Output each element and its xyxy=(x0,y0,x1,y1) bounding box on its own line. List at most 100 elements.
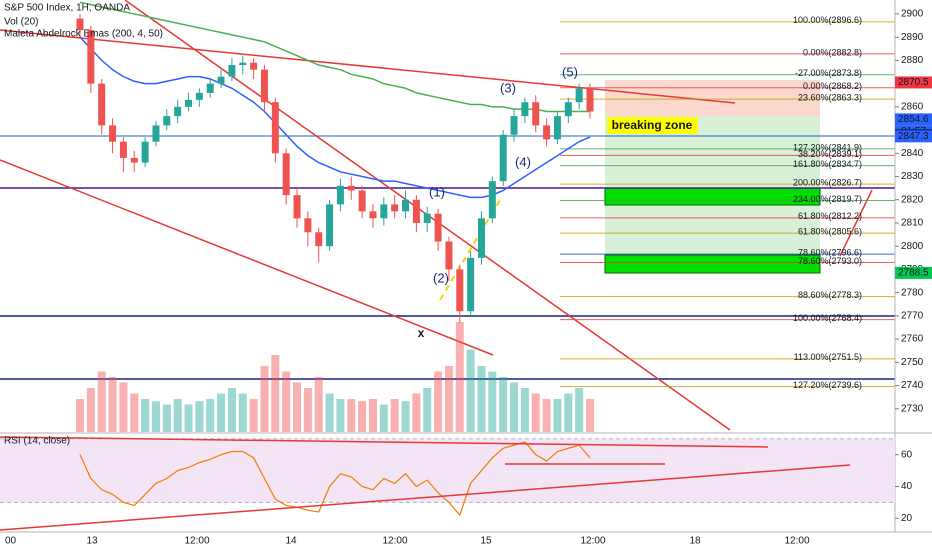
volume-bar xyxy=(151,401,160,432)
volume-bar xyxy=(162,404,171,432)
y-tick-label: 2900 xyxy=(901,9,924,20)
x-tick-label: 00 xyxy=(5,536,17,547)
candle-body xyxy=(282,153,290,196)
candle-body xyxy=(271,102,279,154)
candle-body xyxy=(239,62,247,66)
y-tick-label: 2760 xyxy=(901,334,924,345)
y-tick-label: 2770 xyxy=(901,311,924,322)
y-tick-label: 2780 xyxy=(901,287,924,298)
candle-body xyxy=(185,99,193,107)
price-tag-label: 2847.3 xyxy=(898,131,929,142)
candle-body xyxy=(163,116,171,126)
candle-body xyxy=(141,141,149,163)
x-tick-label: 15 xyxy=(480,536,492,547)
rsi-line xyxy=(79,441,591,517)
trend-line xyxy=(0,159,494,356)
volume-bar xyxy=(206,399,215,432)
candle-body xyxy=(260,69,268,103)
volume-bar xyxy=(86,388,95,432)
wave-label: (2) xyxy=(433,270,449,285)
volume-bar xyxy=(412,393,421,432)
price-pane: 100.00%(2896.6) 0.00%(2882.8) -27.00%(2873… xyxy=(76,1,895,432)
fib-label: 88.60%(2778.3) xyxy=(798,290,862,300)
candle-body xyxy=(564,102,572,117)
y-tick-label: 2820 xyxy=(901,194,924,205)
candle-body xyxy=(130,157,138,163)
volume-bar xyxy=(130,393,139,432)
candle-body xyxy=(174,106,182,117)
volume-bar xyxy=(325,393,334,432)
candle-body xyxy=(434,213,442,242)
x-tick-label: 12:00 xyxy=(784,536,809,547)
candle-body xyxy=(488,181,496,219)
x-tick-label: 18 xyxy=(689,536,701,547)
fib-label: 113.00%(2751.5) xyxy=(794,352,862,362)
x-tick-label: 12:00 xyxy=(382,536,407,547)
candle-body xyxy=(543,125,551,140)
candle-body xyxy=(347,185,355,191)
volume-bar xyxy=(444,366,453,432)
fib-label: 0.00%(2868.2) xyxy=(803,81,862,91)
candle-body xyxy=(87,30,95,84)
volume-bar xyxy=(531,393,540,432)
volume-bar xyxy=(249,399,258,432)
trend-line xyxy=(839,189,873,257)
wave-label: (4) xyxy=(515,154,531,169)
candle-body xyxy=(315,232,323,247)
candle-body xyxy=(119,141,127,158)
marker: x xyxy=(418,326,425,340)
candle-body xyxy=(456,269,464,312)
candle-body xyxy=(206,83,214,93)
x-tick-label: 14 xyxy=(285,536,297,547)
candle-body xyxy=(510,116,518,135)
fib-label: 61.80%(2812.2) xyxy=(798,211,862,221)
volume-bar xyxy=(293,382,302,432)
x-tick-label: 13 xyxy=(86,536,98,547)
trend-line xyxy=(0,464,851,531)
candle-body xyxy=(152,125,160,142)
price-tag-label: 2854.6 xyxy=(898,114,929,125)
volume-bar xyxy=(390,399,399,432)
fib-label: 234.00%(2819.7) xyxy=(793,194,862,204)
candle-body xyxy=(467,257,475,312)
fib-label: 161.80%(2834.7) xyxy=(793,159,862,169)
candle-body xyxy=(402,199,410,212)
trend-line xyxy=(0,29,736,104)
candle-body xyxy=(217,76,225,84)
volume-bar xyxy=(510,382,519,432)
loss-zone xyxy=(605,80,820,116)
candle-body xyxy=(195,92,203,100)
volume-bar xyxy=(282,371,291,432)
volume-bar xyxy=(314,377,323,432)
fib-label: 23.60%(2863.3) xyxy=(798,93,862,103)
y-tick-label: 2880 xyxy=(901,55,924,66)
candle-body xyxy=(445,241,453,270)
volume-bar xyxy=(184,404,193,432)
y-tick-label: 2830 xyxy=(901,171,924,182)
candle-body xyxy=(304,218,312,233)
y-tick-label: 2890 xyxy=(901,32,924,43)
rsi-tick-label: 20 xyxy=(901,513,913,524)
candle-body xyxy=(477,218,485,258)
trend-line xyxy=(0,436,769,448)
rsi-band xyxy=(0,438,895,503)
candle-body xyxy=(250,62,258,70)
x-tick-label: 12:00 xyxy=(184,536,209,547)
volume-bar xyxy=(271,355,280,432)
fib-label: 100.00%(2768.4) xyxy=(793,313,862,323)
candle-body xyxy=(336,185,344,205)
volume-bar xyxy=(303,388,312,432)
indicator-label: RSI (14, close) xyxy=(4,436,70,447)
volume-bar xyxy=(368,399,377,432)
wave-label: (5) xyxy=(562,64,578,79)
overlay: (1) (2) (3) (4) (5) breaking zone x S&P … xyxy=(0,3,851,531)
volume-bar xyxy=(586,399,594,432)
price-tag-label: 2870.5 xyxy=(898,77,929,88)
fib-label: 61.80%(2805.6) xyxy=(798,227,862,237)
candle-body xyxy=(76,18,84,31)
price-tag xyxy=(895,113,932,126)
y-tick-label: 2740 xyxy=(901,380,924,391)
indicator-label: Vol (20) xyxy=(4,17,38,28)
fib-label: 127.20%(2841.9) xyxy=(793,142,862,152)
target-box xyxy=(604,187,821,206)
